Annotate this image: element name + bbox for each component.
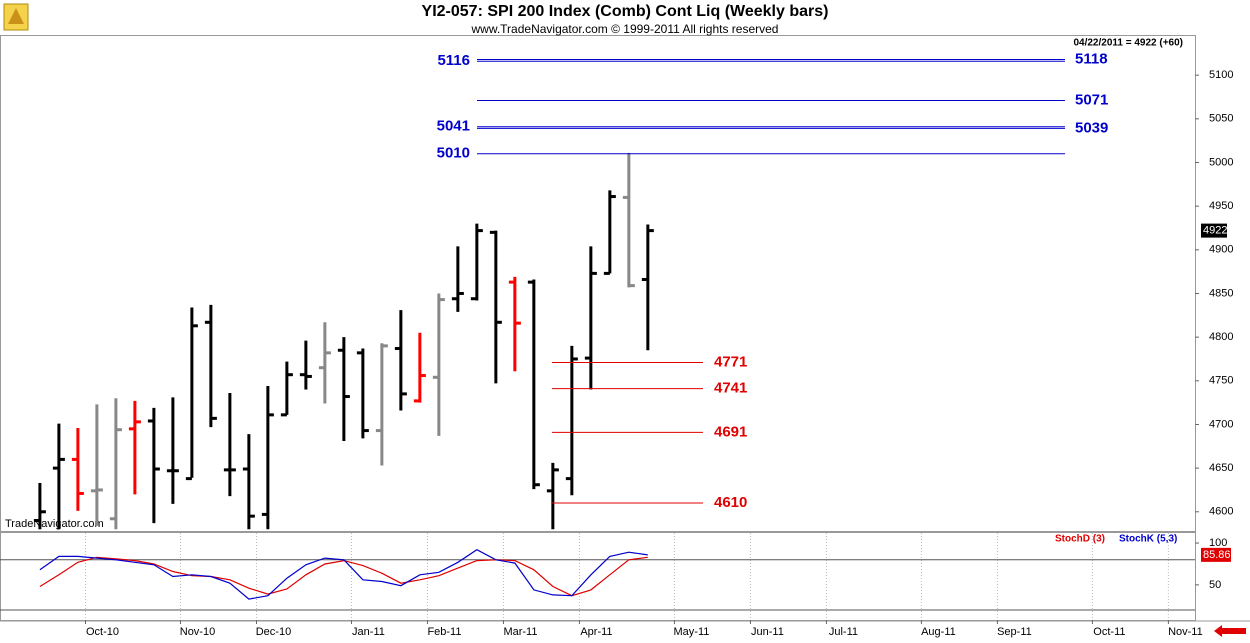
ohlc-bar: [451, 246, 464, 312]
y-tick-label: 100: [1209, 537, 1227, 549]
y-tick-label: 4900: [1209, 244, 1233, 256]
ohlc-bar: [432, 293, 445, 436]
last-price-box: [1201, 223, 1227, 238]
ohlc-bar: [603, 190, 616, 275]
ohlc-bar: [299, 340, 312, 390]
y-tick-label: 4600: [1209, 506, 1233, 518]
ohlc-bar: [166, 397, 179, 504]
ohlc-bar: [90, 404, 103, 526]
y-tick-label: 4800: [1209, 331, 1233, 343]
ohlc-bar: [622, 152, 635, 288]
ohlc-bar: [71, 427, 84, 511]
level-label: 4691: [714, 423, 747, 440]
ohlc-bar: [565, 345, 578, 496]
ohlc-bar: [318, 322, 331, 404]
ohlc-bar: [337, 337, 350, 442]
x-tick-label: Oct-11: [1093, 626, 1125, 638]
ohlc-bar: [527, 279, 540, 490]
y-tick-label: 5000: [1209, 156, 1233, 168]
ohlc-bar: [470, 223, 483, 301]
level-label: 5118: [1075, 50, 1108, 67]
legend-entry: StochD (3): [1055, 534, 1105, 545]
y-tick-label: 4700: [1209, 418, 1233, 430]
level-label: 5071: [1075, 91, 1108, 108]
x-tick-label: May-11: [674, 626, 710, 638]
last-price-label: 4922: [1203, 225, 1227, 237]
header-note: 04/22/2011 = 4922 (+60): [1073, 38, 1183, 49]
y-tick-label: 4650: [1209, 462, 1233, 474]
ohlc-bar: [223, 393, 236, 497]
y-tick-label: 4950: [1209, 200, 1233, 212]
y-tick-label: 4850: [1209, 287, 1233, 299]
ohlc-bar: [147, 407, 160, 524]
scroll-arrow[interactable]: [1214, 625, 1246, 637]
ohlc-bar: [375, 343, 388, 466]
x-tick-label: Mar-11: [503, 626, 537, 638]
x-tick-label: Jan-11: [352, 626, 385, 638]
stoch-line: [39, 549, 648, 600]
ohlc-bar: [280, 361, 293, 417]
x-tick-label: Oct-10: [86, 626, 119, 638]
ohlc-bar: [109, 398, 122, 530]
chart-subtitle: www.TradeNavigator.com © 1999-2011 All r…: [471, 22, 779, 36]
x-tick-label: Dec-10: [256, 626, 291, 638]
level-label: 5116: [437, 52, 470, 69]
legend-entry: StochK (5,3): [1119, 534, 1177, 545]
ohlc-bar: [128, 400, 141, 495]
level-label: 4610: [714, 494, 747, 511]
level-label: 5041: [437, 118, 470, 135]
x-tick-label: Apr-11: [580, 626, 612, 638]
y-tick-label: 50: [1209, 579, 1221, 591]
ohlc-bar: [641, 224, 654, 351]
ohlc-bar: [185, 307, 198, 481]
watermark: TradeNavigator.com: [5, 518, 104, 530]
last-value-label: 85.86: [1203, 549, 1231, 561]
x-tick-label: Jul-11: [829, 626, 858, 638]
x-tick-label: Feb-11: [427, 626, 461, 638]
ohlc-bar: [546, 462, 559, 530]
ohlc-bar: [584, 246, 597, 390]
x-tick-label: Jun-11: [751, 626, 784, 638]
x-tick-label: Nov-11: [1168, 626, 1203, 638]
y-tick-label: 5100: [1209, 69, 1233, 81]
y-tick-label: 5050: [1209, 113, 1233, 125]
y-tick-label: 4750: [1209, 375, 1233, 387]
ohlc-bar: [261, 386, 274, 530]
ohlc-bar: [413, 332, 426, 403]
level-label: 4741: [714, 380, 747, 397]
ohlc-bar: [204, 304, 217, 428]
x-tick-label: Nov-10: [180, 626, 215, 638]
ohlc-bar: [52, 423, 65, 530]
level-label: 5010: [437, 145, 470, 162]
ohlc-bar: [33, 482, 46, 530]
level-label: 4771: [714, 353, 747, 370]
ohlc-bar: [356, 348, 369, 439]
last-value-box: [1201, 547, 1231, 562]
ohlc-bar: [489, 230, 502, 384]
level-label: 5039: [1075, 119, 1108, 136]
x-tick-label: Aug-11: [921, 626, 956, 638]
ohlc-bar: [508, 276, 521, 372]
x-tick-label: Sep-11: [997, 626, 1032, 638]
ohlc-bar: [242, 434, 255, 530]
price-panel: [0, 35, 1196, 532]
logo-icon: [3, 3, 29, 31]
ohlc-bar: [394, 310, 407, 411]
chart-title: YI2-057: SPI 200 Index (Comb) Cont Liq (…: [422, 3, 829, 20]
